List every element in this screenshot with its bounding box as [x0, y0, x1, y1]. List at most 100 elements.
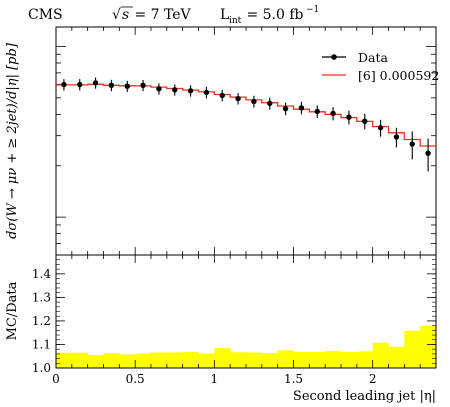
data-marker: [92, 80, 99, 86]
data-point: [330, 107, 336, 121]
ratio-y-axis-label: MC/Data: [5, 281, 20, 340]
data-point: [251, 95, 257, 108]
legend: Data [6] 0.000592: [322, 50, 439, 83]
data-point: [140, 79, 146, 92]
x-tick-label: 0.5: [126, 372, 145, 386]
data-point: [172, 84, 178, 96]
luminosity-label: L int = 5.0 fb −1: [220, 5, 319, 26]
ratio-band: [56, 325, 437, 368]
ratio-y-tick-label: 1.0: [32, 361, 51, 375]
ratio-bin: [420, 325, 437, 368]
x-tick-label: 1: [211, 372, 219, 386]
data-marker: [346, 114, 352, 120]
ratio-bin: [135, 353, 152, 368]
data-marker: [282, 105, 289, 112]
data-point: [425, 138, 431, 172]
legend-theory-label: [6] 0.000592: [358, 68, 439, 83]
data-point: [61, 79, 67, 91]
data-point: [393, 127, 400, 148]
data-marker: [298, 105, 305, 111]
data-point: [409, 131, 415, 160]
data-point: [235, 93, 241, 105]
ratio-y-tick-label: 1.3: [32, 290, 51, 304]
data-marker: [124, 83, 130, 89]
data-marker: [77, 81, 83, 88]
data-point: [77, 79, 83, 91]
data-point: [377, 119, 384, 137]
data-point: [108, 79, 115, 92]
theory-step-line: [56, 83, 436, 147]
data-marker: [330, 110, 336, 117]
ratio-bin: [388, 346, 405, 368]
data-points: [61, 77, 431, 172]
ratio-bin: [182, 351, 199, 368]
main-panel: Data [6] 0.000592 dσ(W → μν + ≥ 2jet)/d|…: [5, 26, 439, 256]
ratio-y-tick-label: 1.1: [32, 337, 51, 351]
data-marker: [156, 86, 162, 92]
lumi-exponent: −1: [306, 5, 319, 15]
ratio-panel: 1.0 1.1 1.2 1.3 1.4 0 0.5 1 1.5 2 MC/Data Second …: [5, 254, 437, 404]
data-marker: [267, 100, 273, 107]
ratio-bin: [341, 351, 358, 368]
x-tick-label: 2: [369, 372, 377, 386]
main-ticks: [55, 27, 437, 256]
x-tick-label: 1.5: [284, 372, 303, 386]
lumi-sub: int: [229, 16, 242, 26]
ratio-bin: [246, 352, 263, 368]
ratio-y-tick-label: 1.4: [32, 267, 51, 281]
ratio-bin: [166, 352, 184, 368]
data-point: [282, 102, 289, 116]
data-marker: [203, 89, 210, 96]
data-point: [267, 97, 273, 110]
ratio-bin: [293, 351, 310, 368]
data-marker: [140, 82, 146, 89]
data-marker: [393, 134, 400, 140]
ratio-y-tick-label: 1.2: [32, 314, 51, 328]
data-point: [362, 113, 368, 130]
data-point: [124, 80, 130, 92]
ratio-bin: [119, 354, 136, 368]
ratio-bin: [56, 352, 73, 368]
data-marker: [425, 150, 431, 156]
ratio-bin: [198, 353, 215, 368]
lumi-value: = 5.0 fb: [242, 7, 304, 23]
energy-label: √ s = 7 TeV: [112, 6, 192, 23]
energy-value: = 7 TeV: [130, 7, 192, 23]
data-marker: [61, 81, 67, 88]
main-y-axis-label: dσ(W → μν + ≥ 2jet)/d|η| [pb]: [5, 42, 20, 239]
ratio-bin: [214, 347, 231, 368]
x-tick-label: 0: [52, 372, 60, 386]
data-point: [187, 85, 194, 97]
ratio-bin: [71, 352, 89, 368]
data-point: [203, 86, 210, 99]
ratio-bin: [404, 330, 421, 368]
ratio-bin: [87, 355, 104, 368]
ratio-bin: [372, 342, 389, 368]
data-marker: [172, 87, 178, 93]
x-axis-label: Second leading jet |η|: [293, 389, 436, 404]
ratio-bin: [230, 352, 247, 368]
ratio-bin: [325, 351, 342, 368]
data-marker: [362, 118, 368, 124]
ratio-bin: [277, 350, 294, 368]
legend-data-label: Data: [358, 50, 388, 65]
data-point: [314, 105, 320, 119]
data-marker: [187, 88, 194, 94]
data-marker: [108, 82, 115, 89]
data-point: [92, 77, 99, 89]
ratio-bin: [151, 352, 168, 368]
data-point: [298, 101, 305, 115]
data-point: [346, 110, 352, 125]
ratio-bin: [103, 353, 120, 368]
data-point: [219, 89, 225, 102]
data-point: [156, 83, 162, 95]
ratio-bin: [309, 351, 326, 368]
ratio-bin: [261, 353, 279, 368]
data-marker: [235, 95, 241, 102]
data-marker: [251, 98, 257, 105]
ratio-bin: [356, 351, 374, 368]
lumi-main: L: [220, 7, 229, 23]
data-marker: [219, 92, 225, 99]
sqrt-symbol: √: [112, 7, 121, 23]
